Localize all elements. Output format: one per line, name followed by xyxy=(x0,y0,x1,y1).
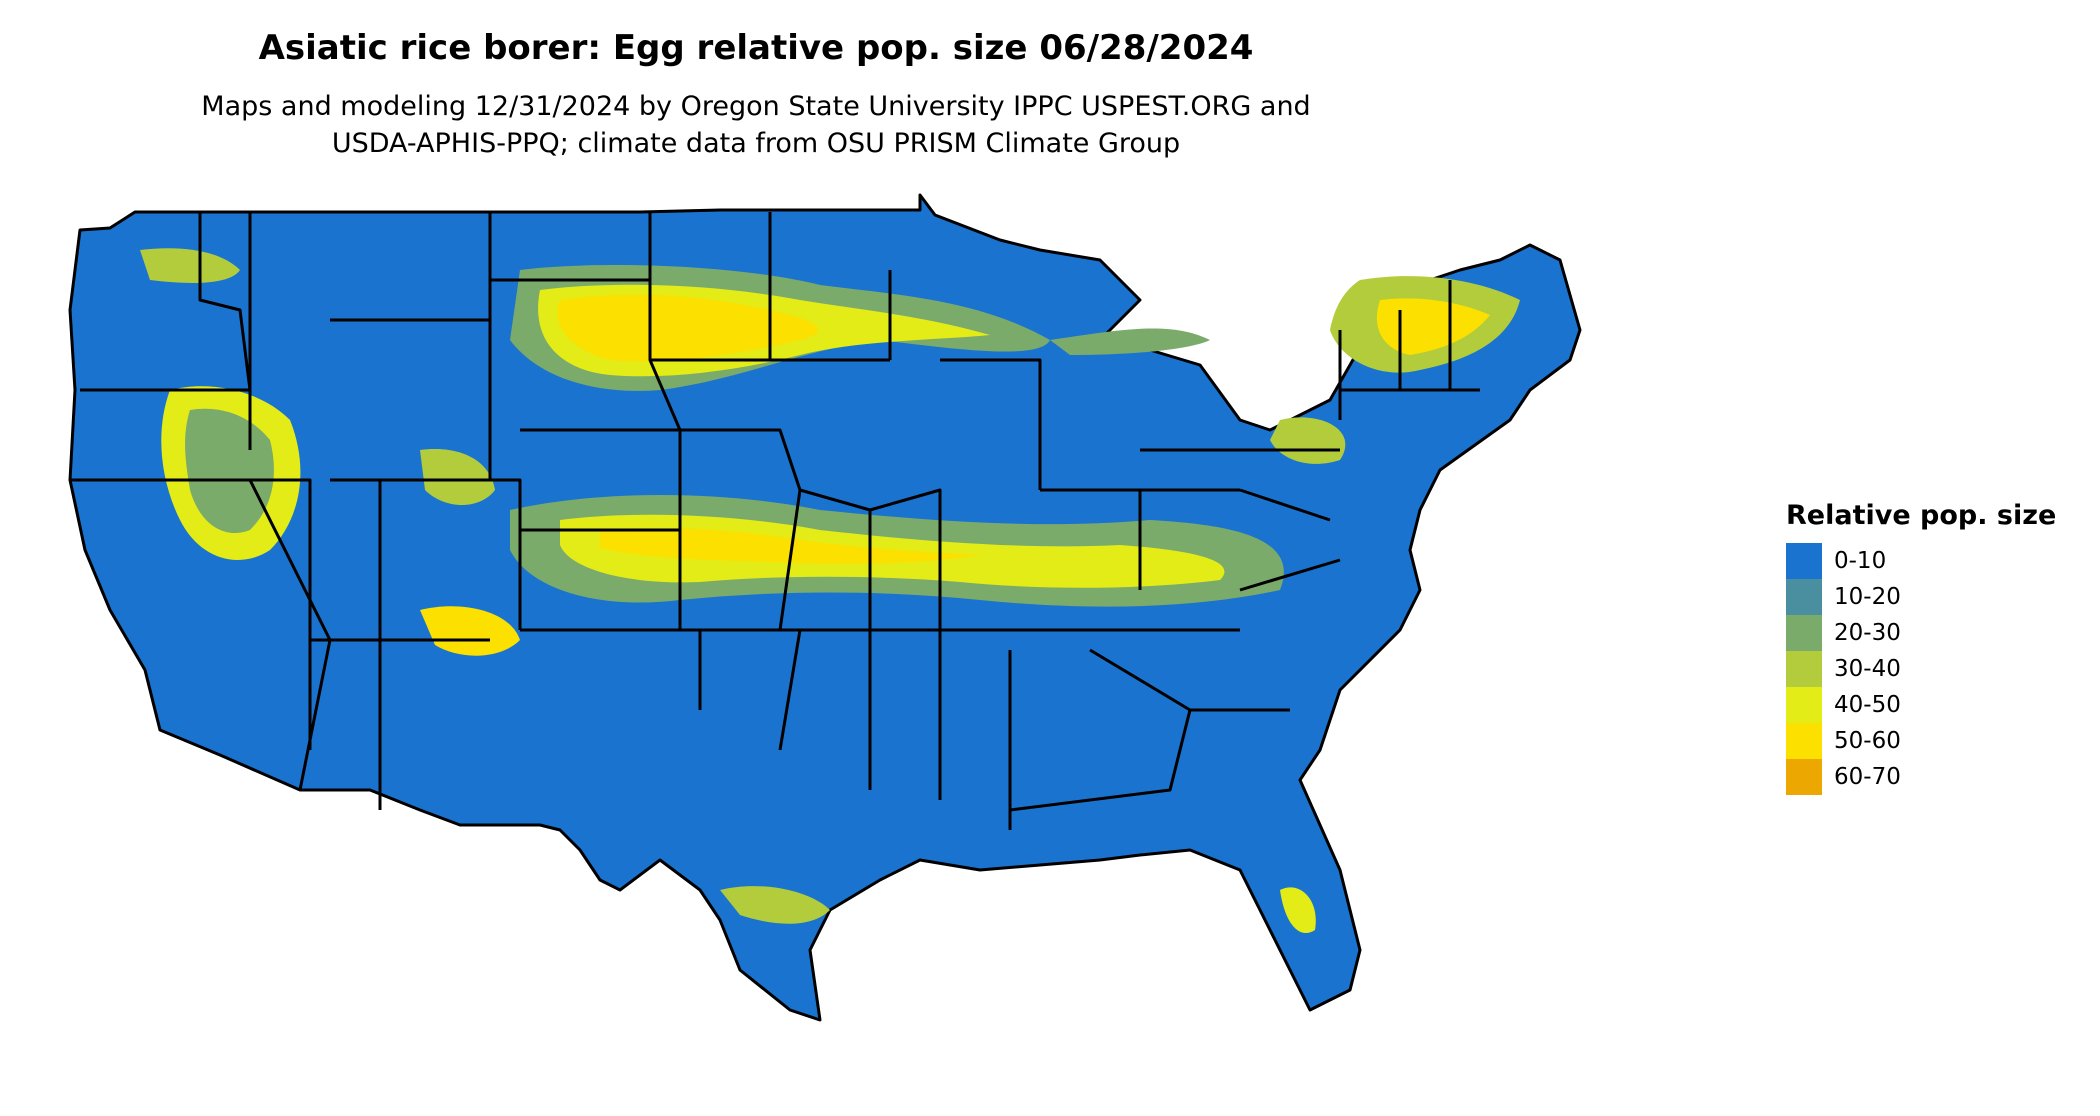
legend-items: 0-10 10-20 20-30 30-40 40-50 50-60 60-70 xyxy=(1786,543,2086,795)
legend-item: 20-30 xyxy=(1786,615,2086,651)
band-rockies xyxy=(420,449,495,505)
legend-swatch xyxy=(1786,579,1822,615)
legend: Relative pop. size 0-10 10-20 20-30 30-40 40… xyxy=(1786,500,2086,795)
legend-swatch xyxy=(1786,543,1822,579)
legend-item: 10-20 xyxy=(1786,579,2086,615)
band-southwest xyxy=(420,606,520,656)
band-west-interior-inner xyxy=(185,408,274,534)
band-northern-plains-peak xyxy=(557,294,819,362)
band-appalachian xyxy=(1270,417,1346,464)
legend-label: 30-40 xyxy=(1834,656,1901,682)
legend-item: 50-60 xyxy=(1786,723,2086,759)
legend-item: 30-40 xyxy=(1786,651,2086,687)
legend-title: Relative pop. size xyxy=(1786,500,2057,531)
legend-label: 60-70 xyxy=(1834,764,1901,790)
legend-label: 50-60 xyxy=(1834,728,1901,754)
legend-label: 10-20 xyxy=(1834,584,1901,610)
legend-item: 60-70 xyxy=(1786,759,2086,795)
subtitle-line-2: USDA-APHIS-PPQ; climate data from OSU PR… xyxy=(331,128,1181,159)
subtitle-line-1: Maps and modeling 12/31/2024 by Oregon S… xyxy=(201,91,1311,122)
legend-swatch xyxy=(1786,723,1822,759)
band-southern-plains-peak xyxy=(600,528,980,564)
band-florida xyxy=(1280,887,1316,934)
legend-label: 0-10 xyxy=(1834,548,1887,574)
band-pacific-northwest xyxy=(140,248,240,283)
band-great-lakes xyxy=(1050,328,1210,355)
band-gulf-coast xyxy=(720,886,830,924)
map-title: Asiatic rice borer: Egg relative pop. si… xyxy=(258,28,1254,68)
legend-swatch xyxy=(1786,687,1822,723)
state-borders xyxy=(70,212,1480,830)
legend-item: 0-10 xyxy=(1786,543,2086,579)
map-subtitle: Maps and modeling 12/31/2024 by Oregon S… xyxy=(0,88,1806,162)
legend-swatch xyxy=(1786,651,1822,687)
us-pest-map xyxy=(68,193,1582,1022)
band-northeast-core xyxy=(1376,298,1490,355)
legend-swatch xyxy=(1786,615,1822,651)
legend-label: 20-30 xyxy=(1834,620,1901,646)
legend-swatch xyxy=(1786,759,1822,795)
legend-label: 40-50 xyxy=(1834,692,1901,718)
legend-item: 40-50 xyxy=(1786,687,2086,723)
